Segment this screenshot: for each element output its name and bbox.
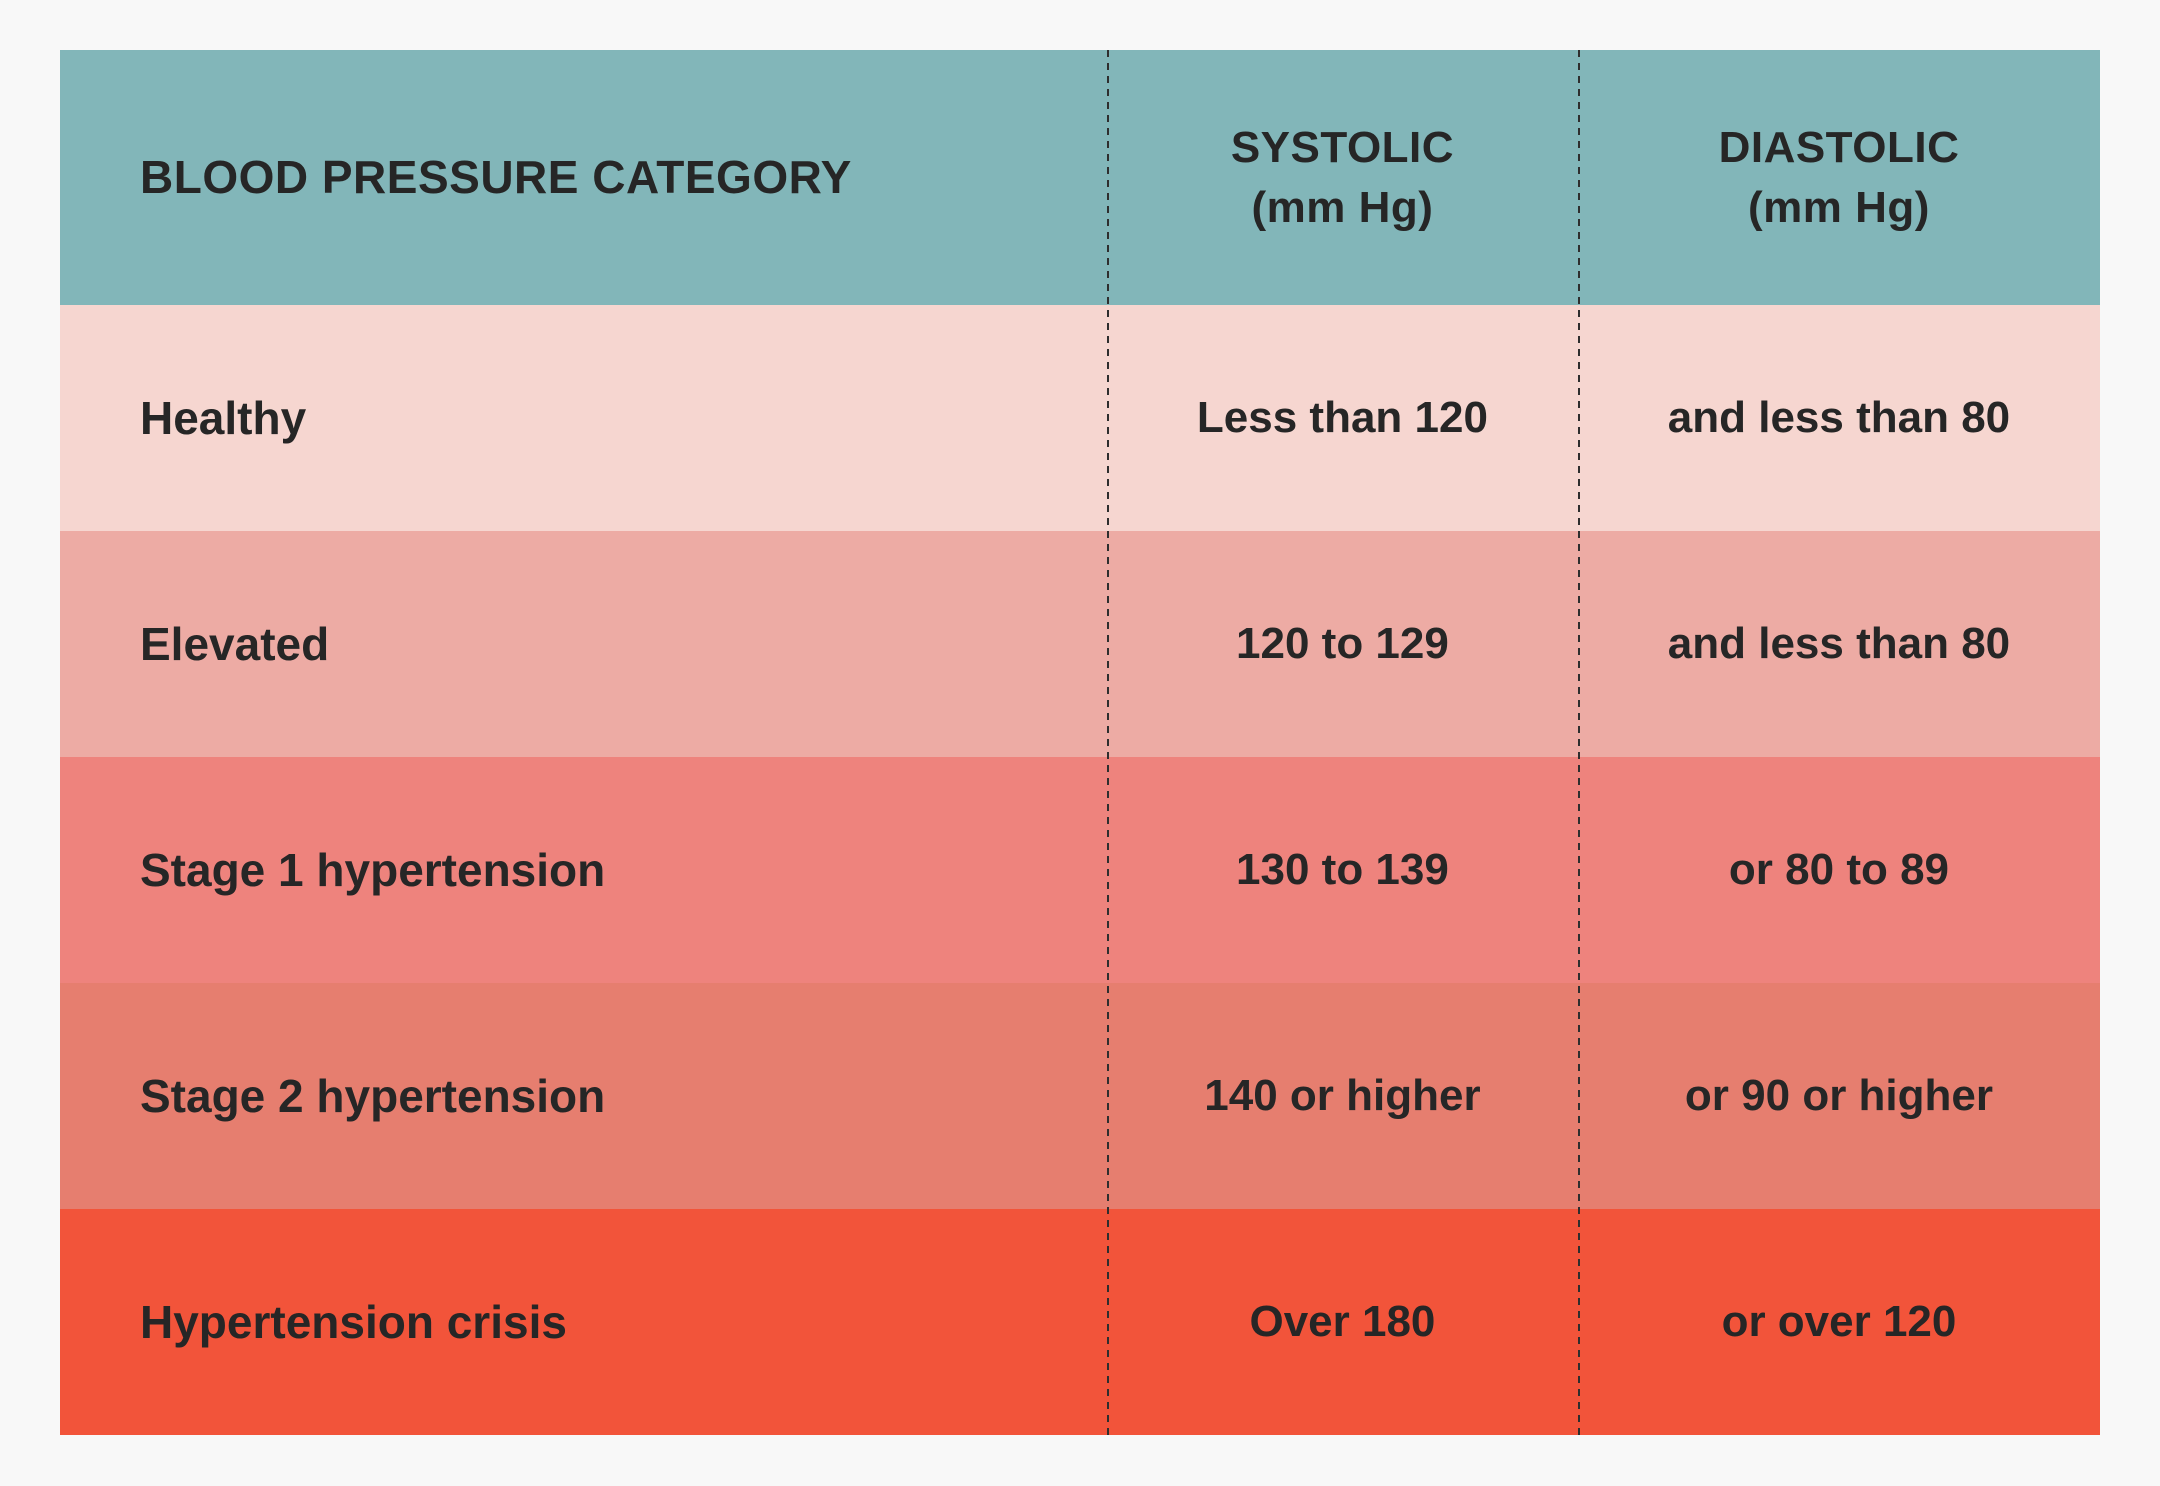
cell-stage2-diastolic: or 90 or higher (1577, 983, 2100, 1209)
cell-stage2-category: Stage 2 hypertension (60, 983, 1107, 1209)
cell-elevated-category: Elevated (60, 531, 1107, 757)
header-cell-category: BLOOD PRESSURE CATEGORY (60, 50, 1107, 305)
cell-crisis-diastolic: or over 120 (1577, 1209, 2100, 1435)
cell-stage1-category: Stage 1 hypertension (60, 757, 1107, 983)
systolic-value: 140 or higher (1204, 1071, 1481, 1120)
category-label: Stage 1 hypertension (140, 844, 606, 896)
category-label: Healthy (140, 392, 307, 444)
systolic-value: Less than 120 (1196, 393, 1488, 442)
category-label: Stage 2 hypertension (140, 1070, 606, 1122)
header-cell-diastolic: DIASTOLIC (mm Hg) (1577, 50, 2100, 305)
cell-crisis-systolic: Over 180 (1106, 1209, 1578, 1435)
diastolic-value: or 80 to 89 (1728, 845, 1950, 894)
cell-healthy-diastolic: and less than 80 (1577, 305, 2100, 531)
header-diastolic-label: DIASTOLIC (mm Hg) (1718, 123, 1960, 232)
cell-healthy-systolic: Less than 120 (1106, 305, 1578, 531)
systolic-value: Over 180 (1249, 1297, 1436, 1346)
cell-elevated-diastolic: and less than 80 (1577, 531, 2100, 757)
header-systolic-label: SYSTOLIC (mm Hg) (1230, 123, 1455, 232)
header-cell-systolic: SYSTOLIC (mm Hg) (1106, 50, 1578, 305)
cell-stage1-systolic: 130 to 139 (1106, 757, 1578, 983)
cell-healthy-category: Healthy (60, 305, 1107, 531)
systolic-value: 120 to 129 (1236, 619, 1449, 668)
diastolic-value: or over 120 (1721, 1297, 1957, 1346)
blood-pressure-table: BLOOD PRESSURE CATEGORY SYSTOLIC (mm Hg)… (60, 50, 2100, 1435)
systolic-value: 130 to 139 (1236, 845, 1449, 894)
category-label: Elevated (140, 618, 330, 670)
header-category-label: BLOOD PRESSURE CATEGORY (140, 151, 852, 204)
cell-stage2-systolic: 140 or higher (1106, 983, 1578, 1209)
cell-stage1-diastolic: or 80 to 89 (1577, 757, 2100, 983)
diastolic-value: and less than 80 (1667, 619, 2011, 668)
diastolic-value: and less than 80 (1667, 393, 2011, 442)
diastolic-value: or 90 or higher (1684, 1071, 1993, 1120)
cell-elevated-systolic: 120 to 129 (1106, 531, 1578, 757)
cell-crisis-category: Hypertension crisis (60, 1209, 1107, 1435)
category-label: Hypertension crisis (140, 1296, 567, 1348)
